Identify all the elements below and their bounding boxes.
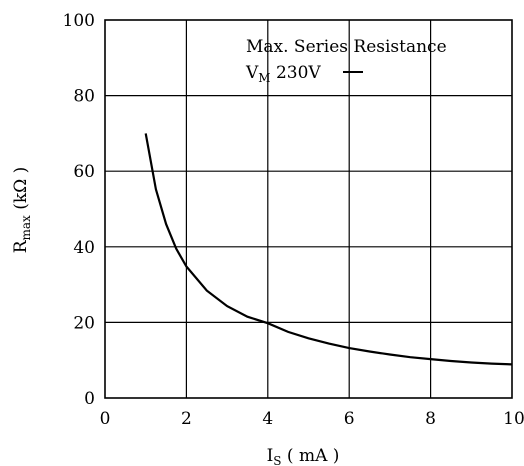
- x-tick-label-2: 2: [181, 409, 192, 429]
- y-tick-label-20: 20: [73, 313, 95, 333]
- annotation-title: Max. Series Resistance: [246, 37, 447, 57]
- x-axis-label-subscript: S: [273, 454, 281, 466]
- curve-layer: [144, 133, 513, 366]
- y-axis-label-symbol: R: [11, 239, 31, 253]
- annotation-voltage: VM 230V: [245, 63, 321, 85]
- annotation-voltage-symbol: V: [245, 63, 259, 83]
- x-tick-label-4: 4: [262, 409, 273, 429]
- grid: [105, 20, 512, 398]
- y-tick-label-60: 60: [73, 162, 95, 182]
- x-tick-label-0: 0: [100, 409, 111, 429]
- y-axis-label-subscript: max: [19, 215, 33, 241]
- x-tick-label-8: 8: [425, 409, 436, 429]
- x-axis-label: IS ( mA ): [267, 446, 340, 466]
- y-axis-label: Rmax (kΩ ): [11, 167, 33, 254]
- y-tick-label-80: 80: [73, 87, 95, 107]
- y-tick-label-0: 0: [84, 389, 95, 409]
- x-tick-label-10: 10: [503, 409, 524, 429]
- x-tick-label-6: 6: [344, 409, 355, 429]
- x-axis-label-unit: ( mA ): [282, 446, 340, 466]
- x-axis-label-symbol: I: [267, 446, 274, 466]
- y-tick-label-100: 100: [63, 11, 95, 31]
- plot-frame: [104, 19, 513, 399]
- series-line-0: [144, 133, 513, 366]
- annotation: Max. Series Resistance VM 230V: [245, 37, 447, 85]
- annotation-voltage-value: 230V: [271, 63, 322, 83]
- y-axis-label-unit: (kΩ ): [11, 167, 31, 215]
- y-tick-label-40: 40: [73, 238, 95, 258]
- annotation-voltage-subscript: M: [258, 71, 270, 85]
